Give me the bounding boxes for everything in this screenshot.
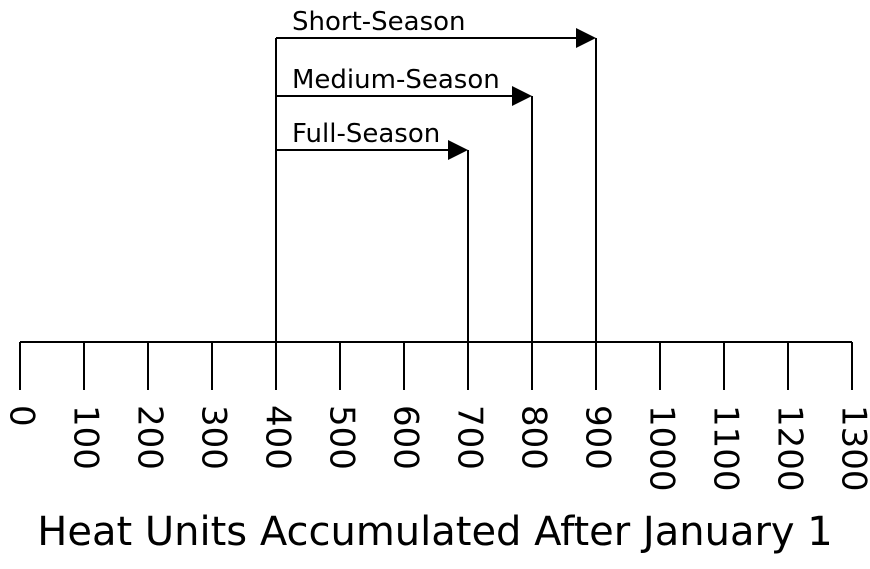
range-label: Short-Season bbox=[292, 7, 466, 37]
x-tick-label: 1300 bbox=[834, 405, 870, 492]
arrow-head bbox=[448, 140, 468, 160]
x-tick-label: 200 bbox=[130, 405, 170, 470]
arrow-head bbox=[512, 86, 532, 106]
x-tick-label: 800 bbox=[514, 405, 554, 470]
x-tick-label: 600 bbox=[386, 405, 426, 470]
x-tick-label: 1100 bbox=[706, 405, 746, 492]
x-tick-label: 400 bbox=[258, 405, 298, 470]
x-tick-label: 300 bbox=[194, 405, 234, 470]
x-tick-label: 1200 bbox=[770, 405, 810, 492]
x-tick-label: 900 bbox=[578, 405, 618, 470]
x-tick-label: 500 bbox=[322, 405, 362, 470]
x-tick-label: 700 bbox=[450, 405, 490, 470]
x-axis-label: Heat Units Accumulated After January 1 bbox=[37, 509, 833, 555]
arrow-head bbox=[576, 28, 596, 48]
x-tick-label: 1000 bbox=[642, 405, 682, 492]
range-label: Full-Season bbox=[292, 119, 440, 149]
x-tick-label: 100 bbox=[66, 405, 106, 470]
range-label: Medium-Season bbox=[292, 65, 500, 95]
x-tick-label: 0 bbox=[2, 405, 42, 427]
